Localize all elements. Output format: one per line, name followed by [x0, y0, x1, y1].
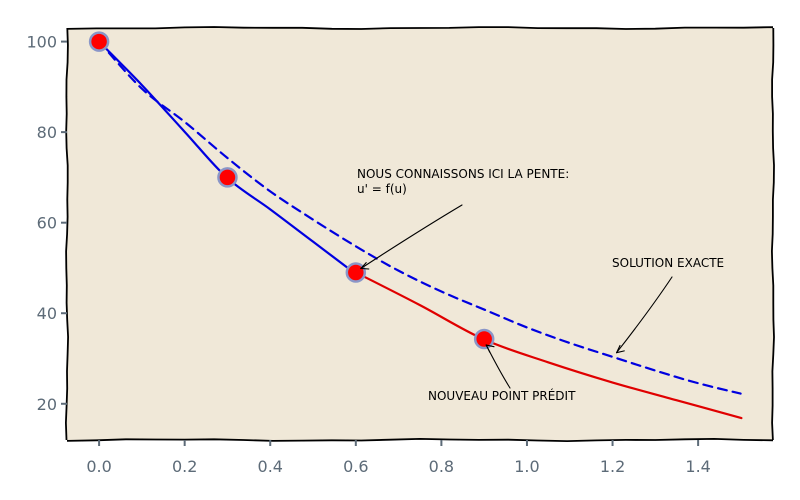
x-tick-label: 0.2	[172, 457, 197, 476]
plot-background	[67, 28, 773, 440]
plot-frame	[65, 26, 775, 442]
data-point	[217, 167, 238, 188]
slope-arrow	[360, 204, 463, 270]
slope-annotation-line-1: NOUS CONNAISSONS ICI LA PENTE:	[357, 167, 569, 181]
exact-solution-annotation: SOLUTION EXACTE	[612, 256, 724, 270]
euler-red-line	[354, 271, 743, 420]
annotations: NOUS CONNAISSONS ICI LA PENTE:u' = f(u) S…	[357, 167, 724, 403]
y-tick-label: 80	[37, 123, 57, 142]
annotation-arrows	[360, 204, 673, 389]
x-tick-label: 0.4	[258, 457, 283, 476]
data-point	[88, 31, 110, 52]
x-tick-label: 1.0	[514, 457, 539, 476]
new-point-arrow	[485, 344, 511, 389]
exact-solution-arrow	[615, 276, 673, 354]
points-layer	[88, 31, 495, 350]
x-tick-label: 0.6	[343, 457, 368, 476]
y-tick-label: 60	[37, 214, 57, 233]
x-axis: 0.0 0.2 0.4 0.6 0.8 1.0 1.2 1.4	[86, 440, 711, 476]
x-tick-label: 1.4	[685, 457, 710, 476]
x-tick-label: 0.8	[429, 457, 454, 476]
exact-solution-line	[98, 40, 742, 395]
data-point	[473, 328, 495, 350]
new-point-annotation: NOUVEAU POINT PRÉDIT	[428, 388, 576, 403]
x-tick-label: 1.2	[600, 457, 625, 476]
y-tick-label: 100	[26, 33, 57, 52]
data-point	[345, 262, 367, 283]
y-tick-label: 40	[37, 304, 57, 323]
y-tick-label: 20	[37, 395, 57, 414]
slope-annotation-line-2: u' = f(u)	[357, 182, 407, 196]
x-tick-label: 0.0	[86, 457, 111, 476]
y-axis: 20 40 60 80 100	[26, 33, 67, 414]
